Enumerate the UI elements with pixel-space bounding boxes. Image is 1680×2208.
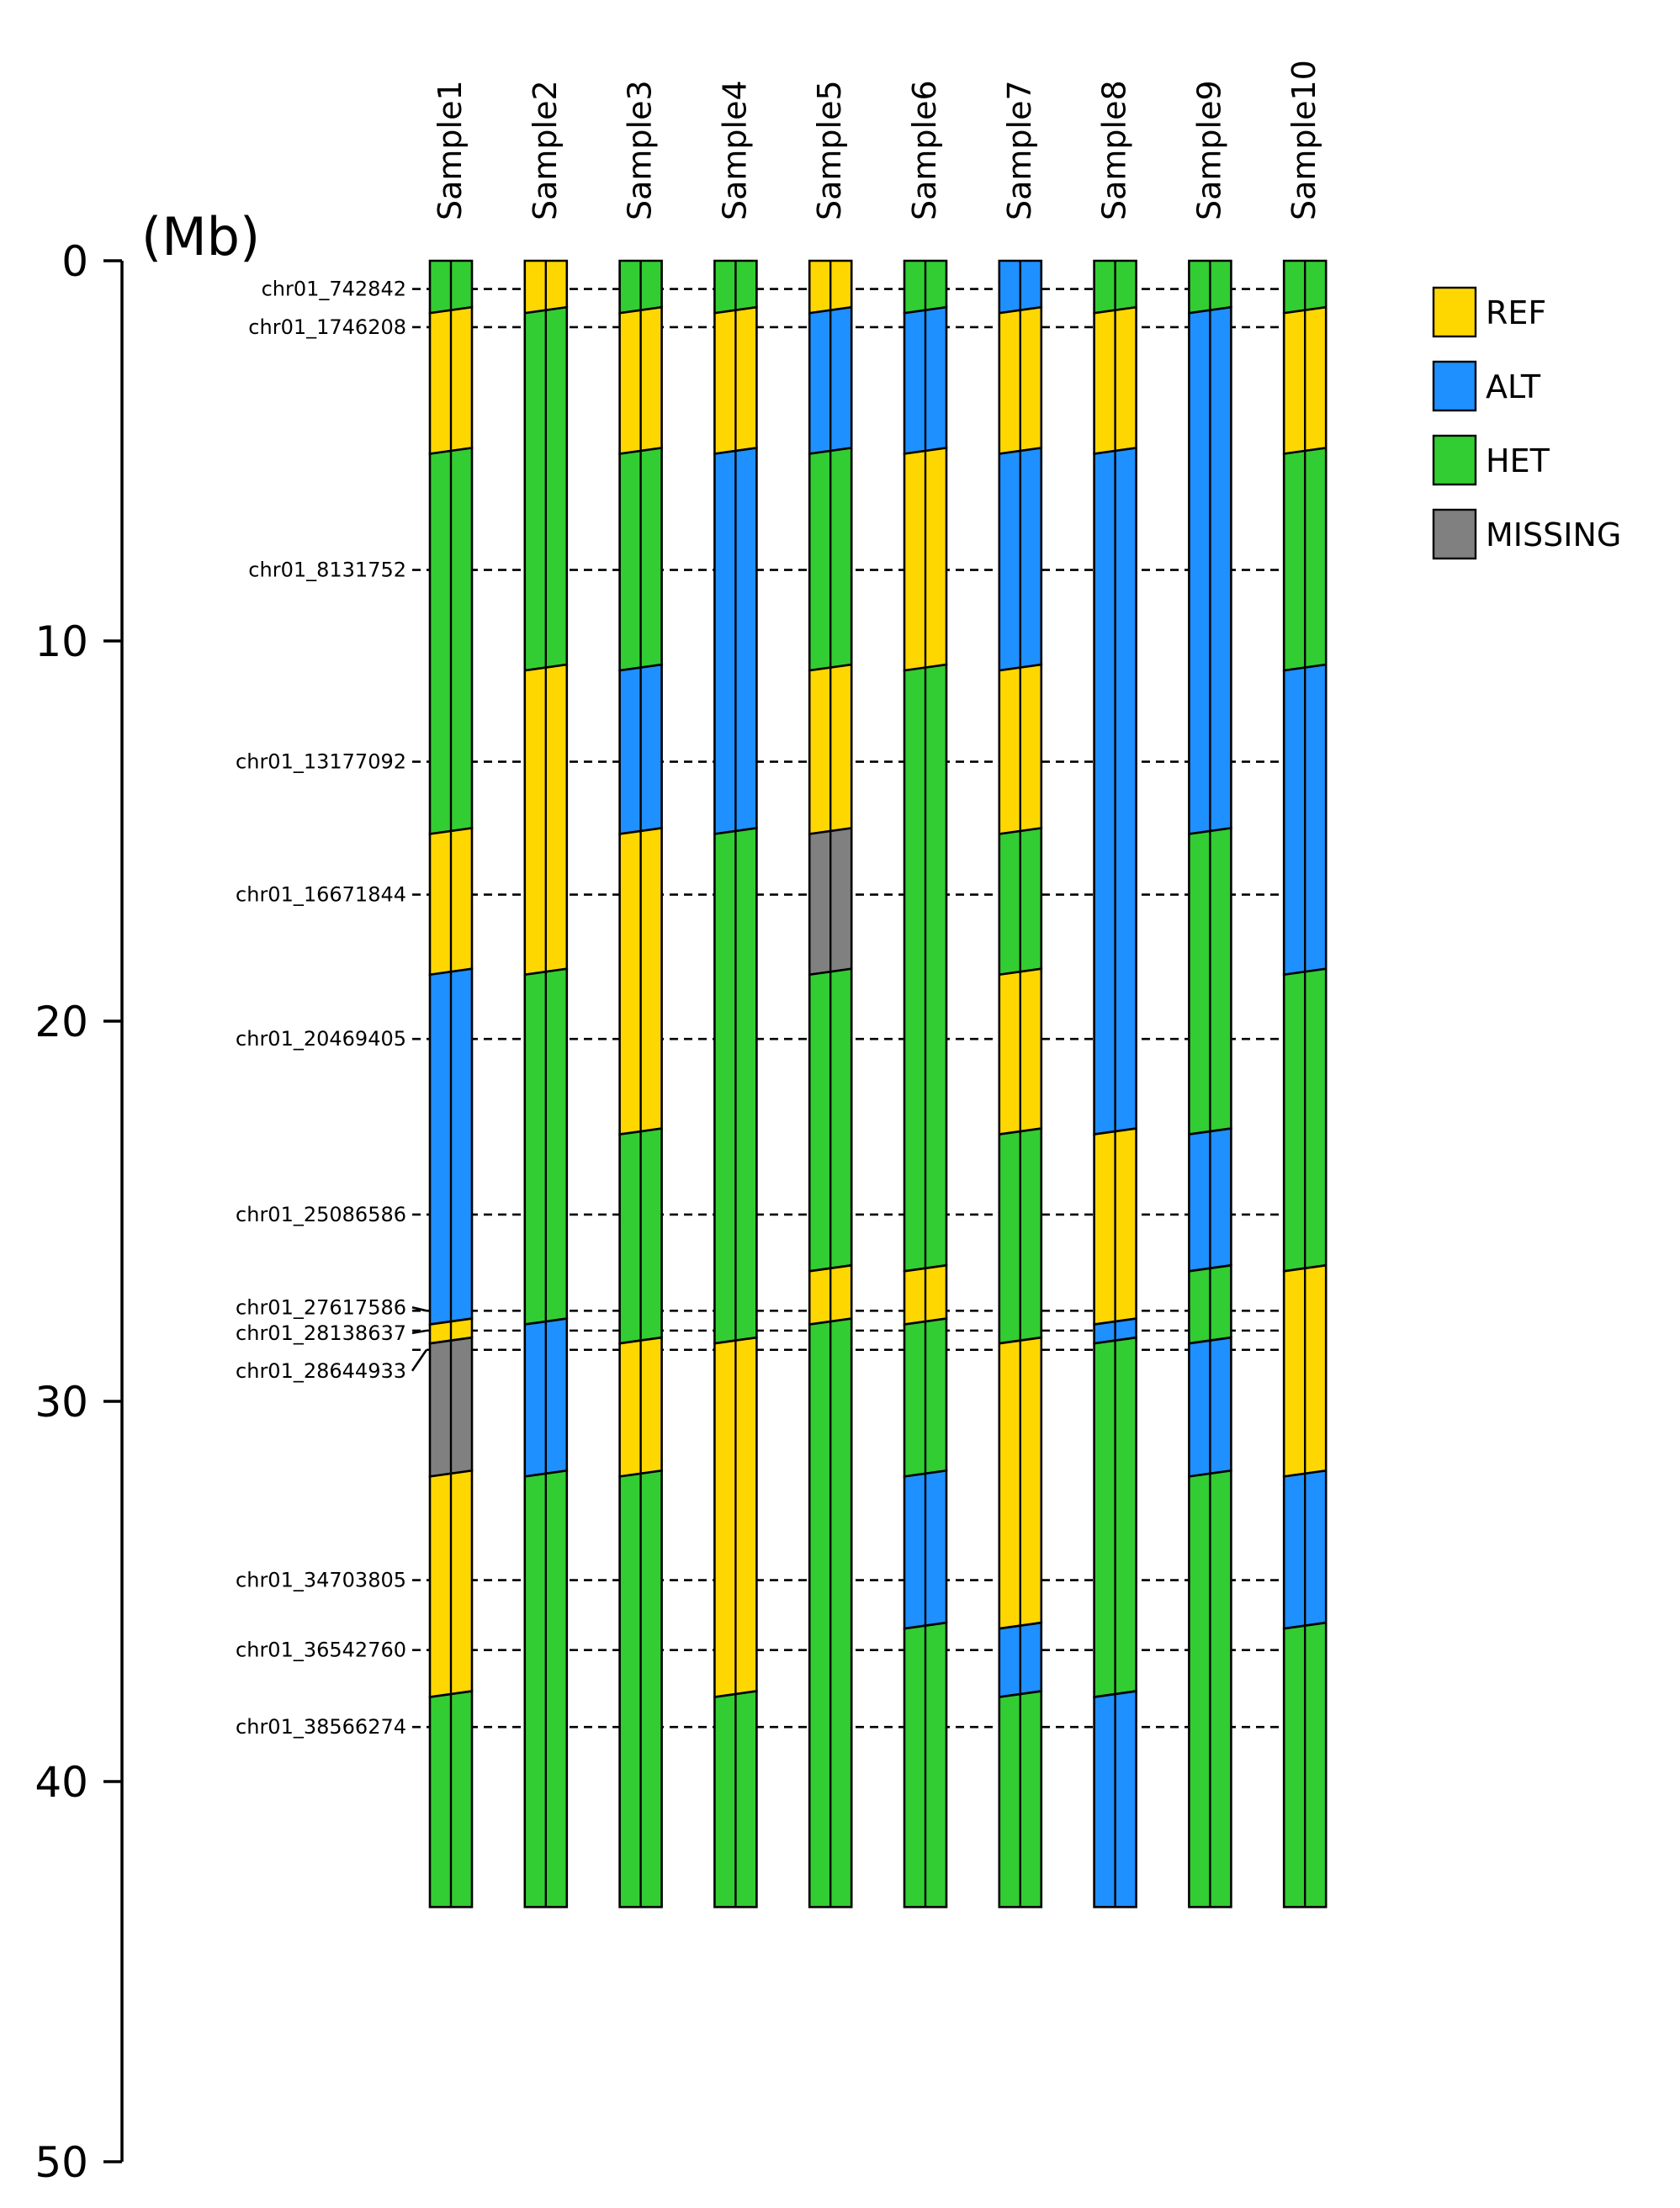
legend-label: ALT <box>1486 368 1541 405</box>
sample-bar <box>903 259 948 1909</box>
sample-bar <box>523 259 569 1909</box>
sample-name-label: Sample9 <box>1190 80 1227 220</box>
legend-label: HET <box>1486 442 1550 479</box>
marker-label: chr01_25086586 <box>236 1203 406 1226</box>
sample-bars <box>428 259 1328 1909</box>
axis-tick-label: 30 <box>34 1378 88 1427</box>
sample-labels: Sample1 Sample2 Sample3 Sample4 Sample5 Sampl… <box>432 60 1322 220</box>
legend-swatch-ref <box>1432 286 1477 338</box>
axis-tick-label: 50 <box>34 2138 88 2187</box>
marker-label: chr01_36542760 <box>236 1639 406 1662</box>
axis-tick-label: 0 <box>61 237 88 286</box>
legend-label: REF <box>1486 294 1546 331</box>
sample-name-label: Sample10 <box>1285 60 1322 220</box>
sample-bar <box>998 259 1043 1909</box>
sample-bar <box>1093 259 1137 1909</box>
marker-label: chr01_1746208 <box>248 315 406 339</box>
marker-label: chr01_28644933 <box>236 1359 406 1383</box>
legend-label: MISSING <box>1486 516 1621 553</box>
axis-tick-label: 40 <box>34 1758 88 1807</box>
sample-name-label: Sample6 <box>906 80 943 220</box>
sample-bar <box>618 259 663 1909</box>
sample-name-label: Sample4 <box>716 80 753 220</box>
sample-name-label: Sample2 <box>527 80 564 220</box>
marker-leader-line <box>411 1329 427 1335</box>
sample-name-label: Sample3 <box>622 80 659 220</box>
legend-swatch-alt <box>1432 360 1477 412</box>
marker-label: chr01_8131752 <box>248 559 406 582</box>
marker-label: chr01_28138637 <box>236 1321 406 1345</box>
marker-label: chr01_16671844 <box>236 883 406 907</box>
marker-label: chr01_13177092 <box>236 750 406 774</box>
legend: REF ALT HET MISSING <box>1432 286 1621 560</box>
axis-unit-label: (Mb) <box>141 206 260 267</box>
sample-bar <box>1188 259 1232 1909</box>
sample-name-label: Sample5 <box>811 80 848 220</box>
sample-bar <box>428 259 474 1909</box>
sample-name-label: Sample7 <box>1001 80 1038 220</box>
sample-bar <box>1282 259 1328 1909</box>
sample-bar <box>713 259 758 1909</box>
sample-name-label: Sample8 <box>1096 80 1133 220</box>
sample-bar <box>808 259 853 1909</box>
legend-swatch-missing <box>1432 508 1477 560</box>
legend-swatch-het <box>1432 434 1477 486</box>
marker-lines <box>412 288 1327 1729</box>
marker-leader-line <box>411 1349 428 1372</box>
marker-label: chr01_34703805 <box>236 1569 406 1592</box>
sample-name-label: Sample1 <box>432 80 469 220</box>
axis-tick-label: 20 <box>34 998 88 1046</box>
marker-label: chr01_20469405 <box>236 1027 406 1051</box>
y-axis: 0 10 20 30 40 50 (Mb) <box>34 206 260 2187</box>
marker-label: chr01_27617586 <box>236 1295 406 1319</box>
marker-leader-line <box>411 1306 427 1312</box>
marker-label: chr01_38566274 <box>236 1715 406 1739</box>
marker-labels: chr01_742842 chr01_1746208 chr01_8131752ch… <box>236 278 428 1739</box>
axis-tick-label: 10 <box>34 617 88 666</box>
marker-label: chr01_742842 <box>262 278 406 301</box>
